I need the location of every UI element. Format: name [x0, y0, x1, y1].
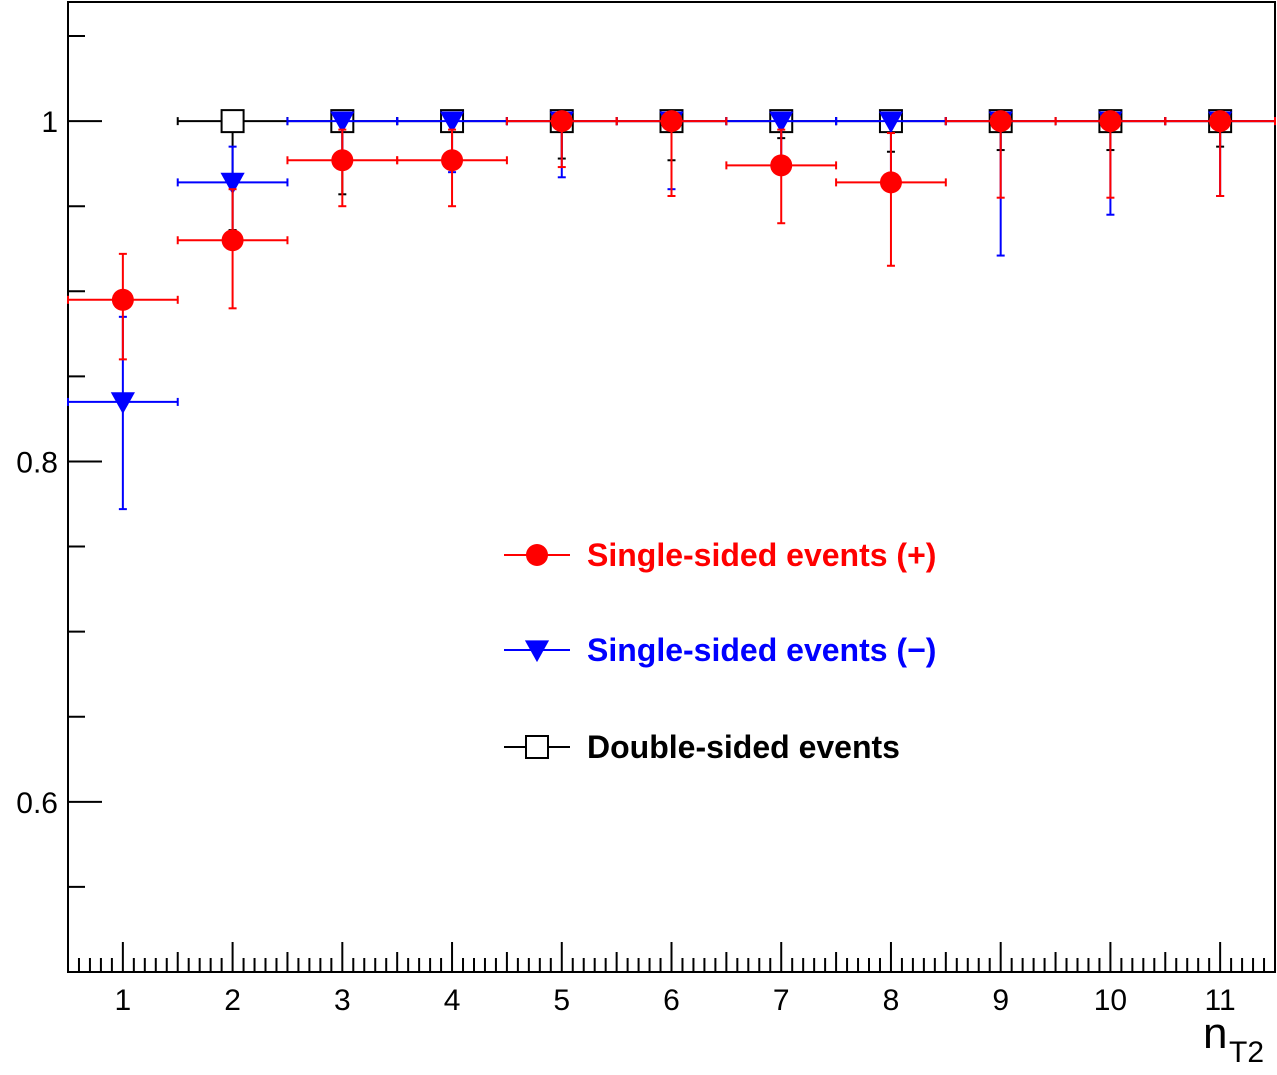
y-tick-label: 0.8	[16, 446, 58, 479]
data-point	[725, 128, 838, 225]
legend-entry: Double-sided events	[504, 729, 900, 765]
x-tick-label: 1	[115, 984, 132, 1017]
x-tick-label: 4	[444, 984, 461, 1017]
x-tick-label: 8	[883, 984, 900, 1017]
legend-label: Double-sided events	[587, 729, 900, 765]
data-point	[396, 128, 508, 208]
x-tick-label: 5	[553, 984, 570, 1017]
triangle-marker	[220, 172, 245, 195]
circle-marker	[1099, 110, 1122, 133]
triangle-marker	[769, 111, 794, 134]
circle-marker	[1209, 110, 1232, 133]
legend: Single-sided events (+) Single-sided even…	[504, 537, 936, 765]
x-axis-title: n	[1203, 1009, 1227, 1058]
data-point	[286, 128, 399, 208]
x-tick-label: 9	[992, 984, 1009, 1017]
triangle-marker	[110, 392, 135, 415]
circle-marker	[331, 149, 354, 172]
triangle-marker	[524, 640, 550, 663]
triangle-marker	[878, 111, 904, 134]
series-0	[67, 110, 1276, 361]
axes: 0.60.811 2 3 4 5 6 7 8 9 10 11	[16, 1, 1276, 1017]
data-point	[615, 110, 728, 197]
square-marker	[220, 109, 245, 134]
x-tick-label: 7	[773, 984, 790, 1017]
circle-marker	[221, 229, 244, 252]
data-point	[176, 188, 289, 310]
legend-label: Single-sided events (−)	[587, 632, 936, 668]
circle-marker	[111, 288, 134, 311]
x-tick-label: 2	[224, 984, 241, 1017]
x-tick-label: 3	[334, 984, 351, 1017]
circle-marker	[989, 110, 1012, 133]
data-point	[67, 252, 179, 361]
data-point	[944, 110, 1057, 199]
y-tick-label: 0.6	[16, 787, 58, 820]
triangle-marker	[330, 111, 355, 134]
circle-marker	[441, 149, 464, 172]
legend-entry: Single-sided events (+)	[504, 537, 936, 573]
x-tick-label: 10	[1094, 984, 1127, 1017]
data-point	[835, 132, 947, 267]
data-point	[505, 110, 618, 169]
data-series	[67, 109, 1276, 511]
legend-label: Single-sided events (+)	[587, 537, 936, 573]
circle-marker	[770, 154, 793, 177]
square-marker	[525, 735, 549, 759]
triangle-marker	[439, 111, 465, 134]
x-tick-label: 11	[1205, 984, 1236, 1017]
y-tick-label: 1	[41, 106, 58, 139]
legend-entry: Single-sided events (−)	[504, 632, 936, 668]
x-tick-label: 6	[663, 984, 680, 1017]
circle-marker	[660, 110, 683, 133]
circle-marker	[526, 544, 548, 566]
data-point	[1164, 110, 1276, 197]
data-point	[1054, 110, 1167, 199]
circle-marker	[550, 110, 573, 133]
circle-marker	[879, 171, 902, 194]
x-axis-title-subscript: T2	[1229, 1036, 1264, 1069]
